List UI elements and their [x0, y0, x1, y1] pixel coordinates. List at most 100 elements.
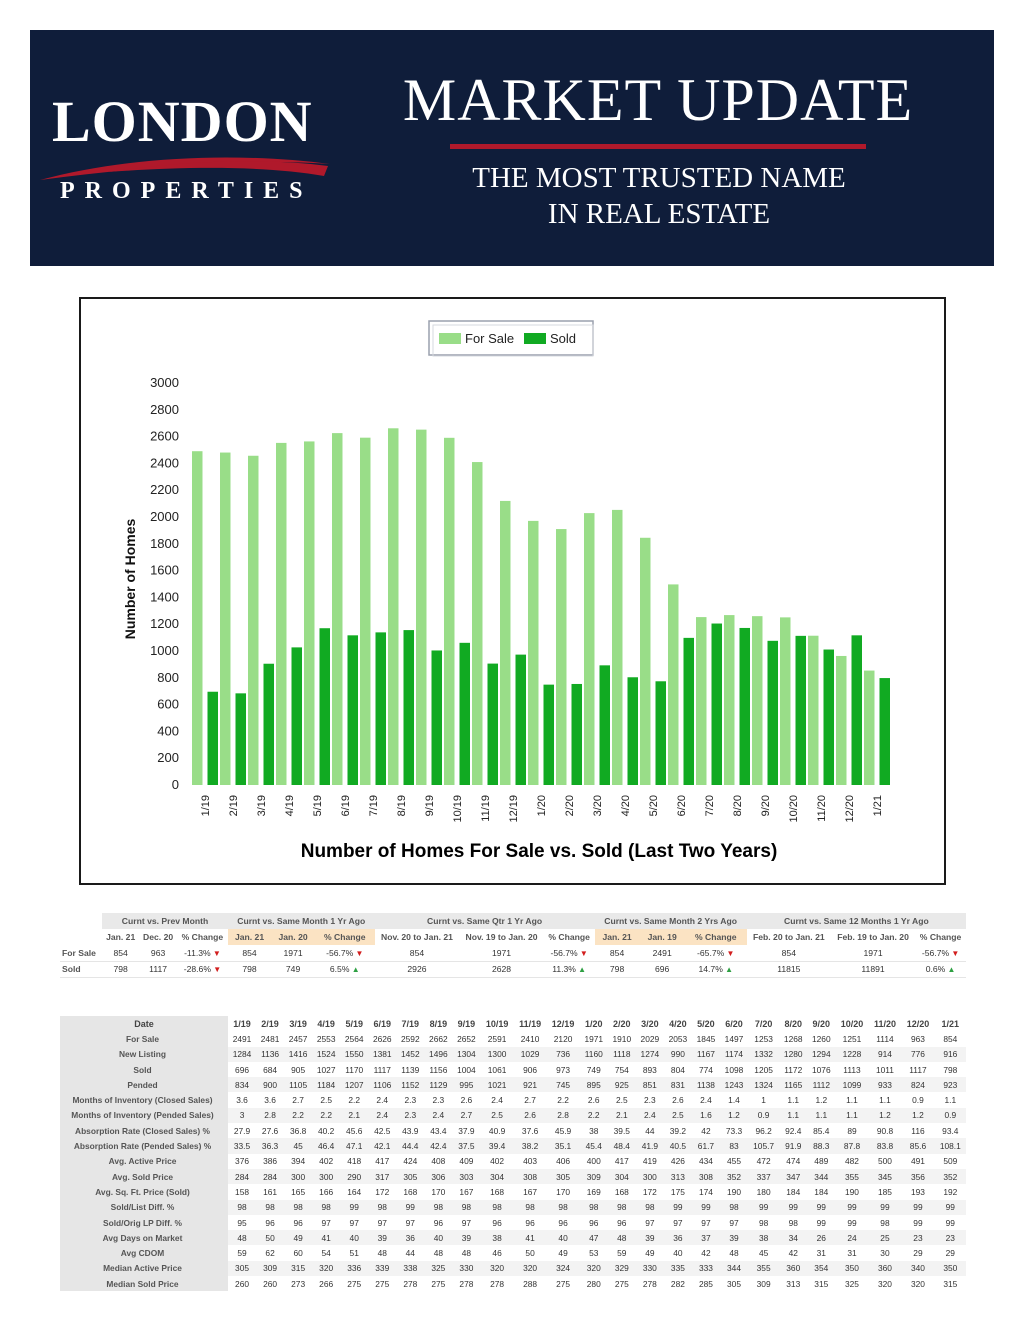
- stats-cell: 1165: [779, 1077, 808, 1093]
- stats-cell: 98: [880, 1217, 890, 1228]
- stats-cell: 482: [844, 1156, 859, 1167]
- stats-cell: 1260: [811, 1033, 831, 1044]
- stats-cell: 1021: [480, 1077, 514, 1093]
- stats-cell: 300: [284, 1168, 313, 1185]
- comparison-cell-value: 749: [285, 964, 301, 974]
- stats-cell: 2.1: [607, 1107, 636, 1124]
- y-tick-label: 0: [172, 777, 179, 792]
- y-tick-label: 2000: [150, 509, 179, 524]
- comparison-cell-value: -56.7%: [326, 947, 354, 958]
- stats-cell: 278: [403, 1278, 418, 1289]
- stats-cell: 990: [663, 1046, 692, 1062]
- stats-cell: 99: [868, 1199, 902, 1215]
- stats-cell: 320: [513, 1260, 547, 1277]
- stats-cell: 2553: [316, 1033, 336, 1044]
- stats-cell: 2481: [260, 1033, 280, 1044]
- header-banner: LONDON PROPERTIES MARKET UPDATE THE MOST…: [30, 30, 994, 266]
- stats-cell: 417: [614, 1156, 629, 1167]
- stats-cell: 2.5: [663, 1107, 692, 1124]
- stats-cell: 1497: [724, 1033, 744, 1044]
- comparison-cell-value: 14.7%: [698, 964, 723, 974]
- stats-cell: 45: [284, 1138, 313, 1154]
- stats-cell: 284: [256, 1168, 285, 1185]
- stats-cell: 403: [523, 1156, 538, 1167]
- logo-swoosh-icon: [40, 157, 330, 180]
- stats-cell: 27.6: [261, 1125, 279, 1136]
- stats-cell: 27.9: [233, 1125, 251, 1136]
- comparison-cell: -56.7% ▼: [543, 945, 595, 962]
- stats-cell: 31: [847, 1248, 857, 1259]
- comparison-cell-value: -56.7%: [921, 947, 950, 958]
- bar-sold: [767, 640, 778, 785]
- bar-for-sale: [444, 437, 455, 785]
- stats-date-header: 11/19: [519, 1018, 542, 1029]
- bar-for-sale: [304, 441, 315, 785]
- stats-cell: 1152: [396, 1077, 425, 1093]
- bar-for-sale: [584, 513, 595, 785]
- stats-cell: 2.7: [452, 1107, 481, 1124]
- stats-cell: 1138: [691, 1077, 720, 1093]
- stats-cell: 192: [943, 1186, 958, 1197]
- stats-date-header: 1/19: [233, 1018, 251, 1029]
- comparison-cell-value: -65.7%: [697, 947, 725, 958]
- comparison-table-wrap: Curnt vs. Prev Month Curnt vs. Same Mont…: [60, 913, 966, 978]
- stats-cell: 99: [779, 1199, 808, 1215]
- comparison-cell: 2628: [459, 961, 544, 978]
- chart-panel: For Sale Sold 0 200 400 600 800 1000 1200 1400 16…: [79, 297, 946, 885]
- stats-cell: 1174: [719, 1046, 749, 1062]
- stats-cell: 26: [807, 1230, 836, 1246]
- comparison-cell-value: 854: [409, 947, 425, 958]
- stats-cell: 684: [263, 1064, 278, 1075]
- stats-cell: 24: [835, 1230, 869, 1246]
- corner-cell: [60, 929, 102, 945]
- stats-cell: 36: [396, 1230, 425, 1246]
- bar-for-sale: [640, 537, 651, 785]
- comparison-cell-value: -56.7%: [550, 947, 578, 958]
- stats-cell: 54: [321, 1248, 331, 1259]
- stats-cell: 99: [847, 1217, 857, 1228]
- stats-row: Months of Inventory (Pended Sales) 3 2.8 2.…: [60, 1107, 966, 1124]
- stats-cell: 306: [424, 1168, 453, 1185]
- stats-cell: 98: [719, 1199, 749, 1215]
- comparison-cell-value: 1971: [283, 947, 303, 958]
- trend-up-icon: ▲: [722, 965, 733, 974]
- stats-cell: 325: [844, 1278, 859, 1289]
- stats-cell: 167: [459, 1186, 474, 1197]
- comparison-cell-value: 854: [609, 947, 625, 958]
- stats-cell: 2.3: [404, 1095, 417, 1106]
- stats-cell: 1251: [842, 1033, 862, 1044]
- stats-cell: 99: [934, 1199, 966, 1215]
- comparison-cell-value: 798: [609, 964, 625, 974]
- stats-cell: 320: [312, 1260, 341, 1277]
- y-tick-label: 400: [157, 723, 179, 738]
- comparison-body: For Sale 854 963 -11.3% ▼ 854 1971 -56.7% ▼ 854…: [60, 945, 966, 978]
- stats-cell: 347: [779, 1168, 808, 1185]
- bar-sold: [235, 693, 246, 785]
- stats-cell: 36: [663, 1230, 692, 1246]
- stats-cell: 1300: [480, 1046, 514, 1062]
- stats-cell: 99: [807, 1199, 836, 1215]
- stats-cell: 38.2: [513, 1138, 547, 1154]
- stats-cell: 923: [934, 1077, 966, 1093]
- stats-cell: 1170: [345, 1064, 364, 1075]
- comparison-cell: 11815: [746, 961, 831, 978]
- stats-cell: 40: [673, 1248, 683, 1259]
- stats-cell: 1172: [784, 1064, 803, 1075]
- stats-cell: 916: [934, 1046, 966, 1062]
- stats-cell: 1324: [748, 1077, 780, 1093]
- stats-cell: 99: [340, 1199, 369, 1215]
- stats-cell: 42: [788, 1248, 798, 1259]
- bar-sold: [655, 681, 666, 785]
- stats-cell: 43.9: [402, 1125, 419, 1136]
- stats-cell: 2410: [520, 1033, 540, 1044]
- stats-row-label: Avg. Active Price: [60, 1153, 228, 1169]
- stats-cell: 2.2: [579, 1107, 608, 1124]
- stats-cell: 99: [396, 1199, 425, 1215]
- comparison-subheader: Jan. 21: [106, 932, 136, 942]
- stats-cell: 98: [424, 1199, 453, 1215]
- stats-cell: 29: [945, 1248, 955, 1259]
- stats-cell: 408: [431, 1156, 446, 1167]
- stats-cell: 89: [847, 1125, 857, 1136]
- comparison-cell: 0.6% ▲: [915, 961, 966, 978]
- bar-for-sale: [220, 452, 231, 785]
